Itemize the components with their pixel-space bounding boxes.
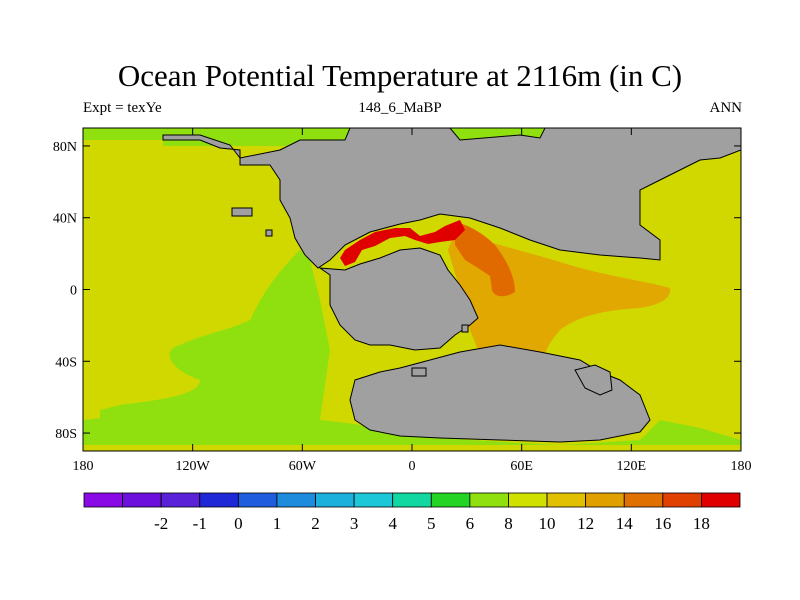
lat-tick-label: 80N — [53, 140, 77, 155]
colorbar-label: 10 — [539, 514, 556, 533]
colorbar-label: 3 — [350, 514, 359, 533]
colorbar-label: 2 — [311, 514, 320, 533]
colorbar-label: 6 — [466, 514, 475, 533]
colorbar-swatch — [585, 492, 625, 508]
lat-tick-label: 80S — [55, 427, 77, 442]
colorbar-swatch — [199, 492, 239, 508]
colorbar-swatch — [546, 492, 587, 508]
colorbar-label: 5 — [427, 514, 436, 533]
colorbar-label: 16 — [654, 514, 671, 533]
season-label: ANN — [709, 100, 743, 116]
lon-tick-label: 120E — [617, 459, 647, 474]
map-axes: 180 120W 60W 0 60E 120E 180 80N 40N 0 40S 80S — [53, 128, 752, 474]
colorbar-swatch — [83, 492, 123, 508]
case-label: 148_6_MaBP — [358, 100, 442, 116]
colorbar-swatch — [237, 492, 278, 508]
colorbar-label: 0 — [234, 514, 243, 533]
colorbar-swatch — [160, 492, 201, 508]
lon-tick-label: 0 — [409, 459, 416, 474]
colorbar-swatch — [315, 492, 355, 508]
colorbar-label: 1 — [273, 514, 282, 533]
lon-tick-label: 60W — [289, 459, 317, 474]
colorbar-swatch — [392, 492, 432, 508]
colorbar-swatch — [623, 492, 664, 508]
colorbar-label: 18 — [693, 514, 710, 533]
colorbar-label: 4 — [388, 514, 397, 533]
colorbar-swatch — [701, 492, 741, 508]
colorbar-swatch — [469, 492, 509, 508]
lat-tick-label: 40S — [55, 355, 77, 370]
colorbar-label: -1 — [193, 514, 207, 533]
colorbar: -2 -1 0 1 2 3 4 5 6 8 10 12 14 16 18 — [83, 492, 741, 533]
colorbar-swatch — [276, 492, 316, 508]
lat-tick-label: 0 — [70, 284, 77, 299]
experiment-label: Expt = texYe — [83, 100, 162, 116]
colorbar-swatch — [353, 492, 394, 508]
colorbar-label: -2 — [154, 514, 168, 533]
lon-tick-label: 180 — [731, 459, 752, 474]
lon-tick-label: 180 — [73, 459, 94, 474]
land-mask — [162, 128, 741, 443]
lon-tick-label: 120W — [176, 459, 211, 474]
lon-tick-label: 60E — [510, 459, 533, 474]
colorbar-swatch — [508, 492, 548, 508]
colorbar-swatch — [122, 492, 162, 508]
plot-title: Ocean Potential Temperature at 2116m (in… — [117, 58, 683, 93]
colorbar-label: 12 — [577, 514, 594, 533]
colorbar-label: 14 — [616, 514, 634, 533]
colorbar-swatch — [662, 492, 702, 508]
colorbar-label: 8 — [504, 514, 513, 533]
lat-tick-label: 40N — [53, 212, 77, 227]
colorbar-swatch — [430, 492, 471, 508]
